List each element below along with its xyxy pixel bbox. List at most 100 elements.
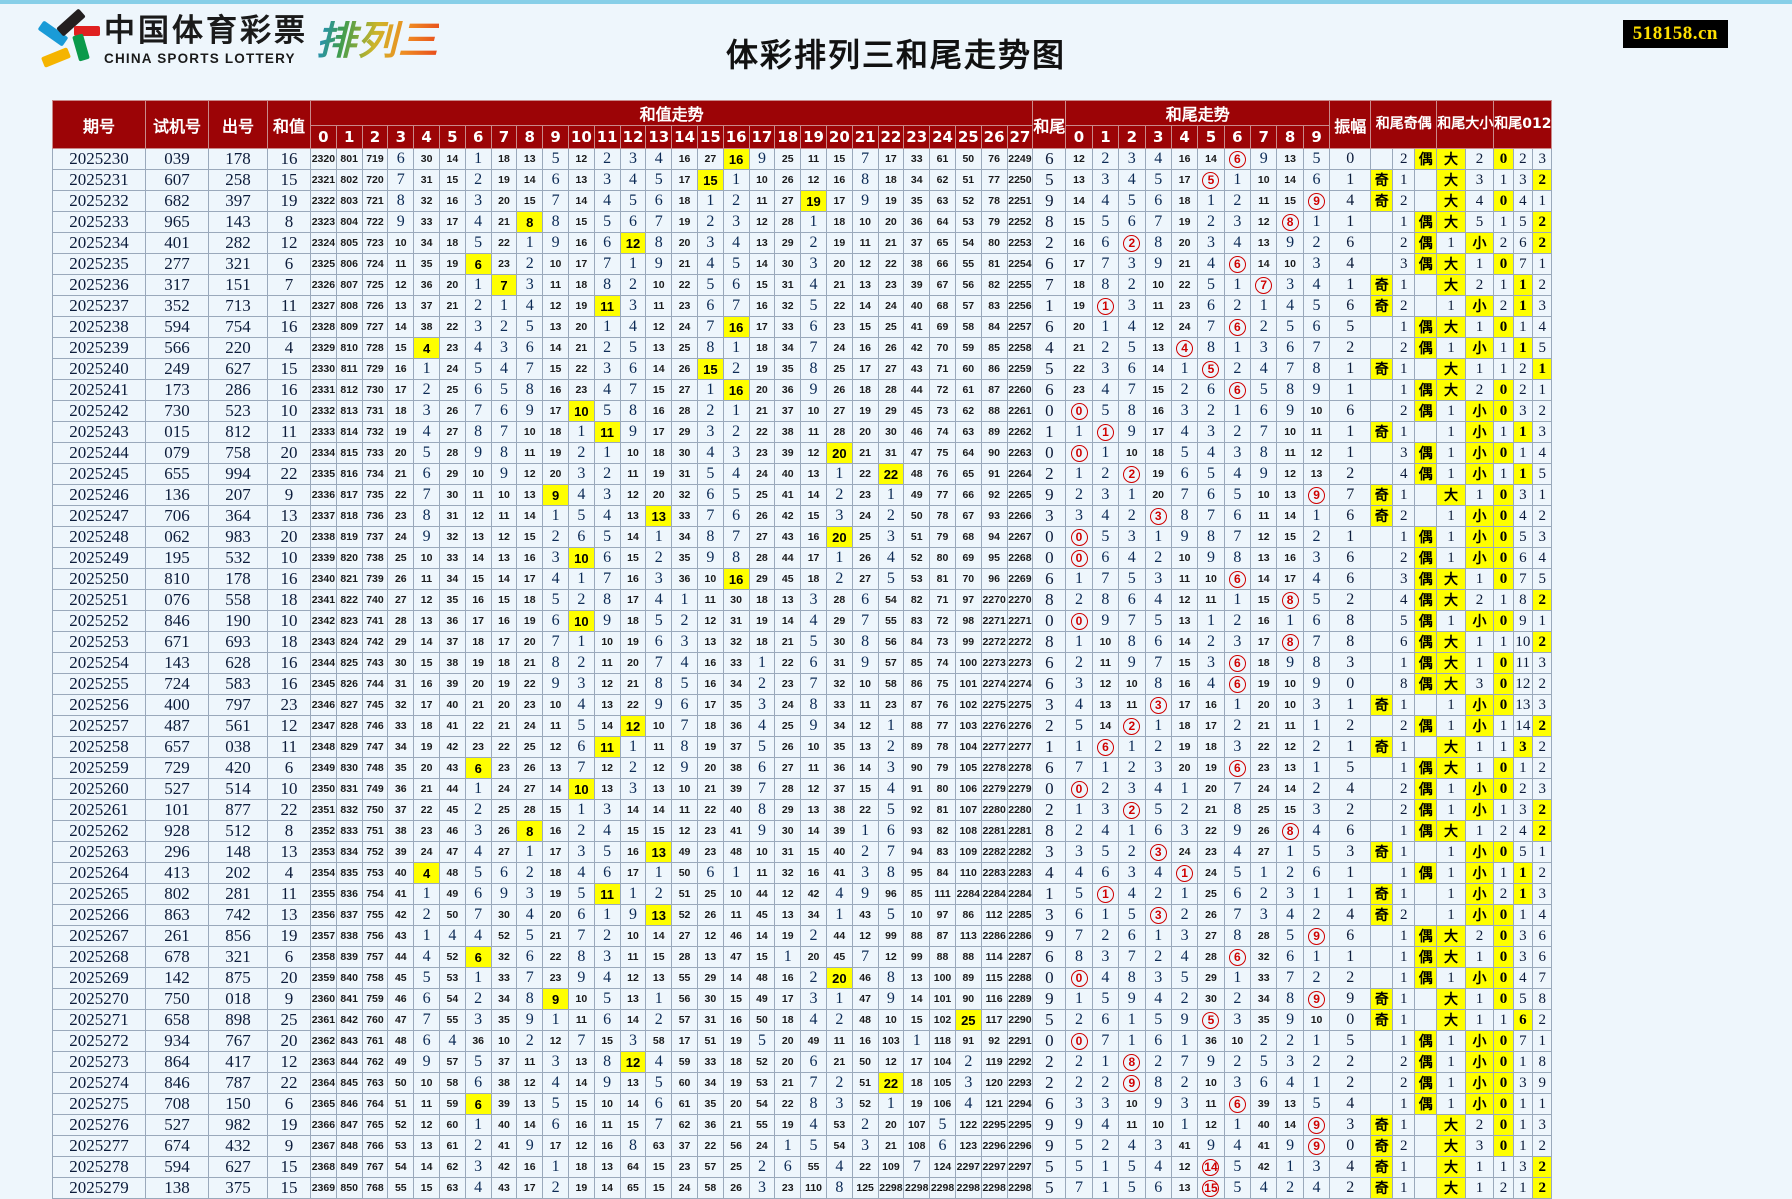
cell-tail-012: 1	[1532, 190, 1553, 212]
col-tail-big-small: 和尾大小	[1436, 100, 1495, 149]
table-row[interactable]: 2025271 658 898 25 2361 842 760 47 7 55 3 35 9 1 11 6 14…	[52, 1009, 1553, 1031]
cell-draw-number: 220	[208, 337, 268, 359]
table-row[interactable]: 2025270 750 018 9 2360 841 759 46 6 54 2 34 8 9 10 5 13 1…	[52, 988, 1553, 1010]
cell-test-number: 934	[145, 1030, 209, 1052]
tail-trend-miss: 1	[1091, 1177, 1120, 1199]
table-row[interactable]: 2025240 249 627 15 2330 811 729 16 1 24 5 4 7 15 22 3 6 1…	[52, 358, 1553, 380]
cell-tail-012: 0	[1493, 253, 1514, 275]
tail-trend-miss: 2	[1144, 946, 1172, 968]
table-row[interactable]: 2025232 682 397 19 2322 803 721 8 32 16 3 20 15 7 14 4 5…	[52, 190, 1553, 212]
tail-trend-miss: 3	[1091, 169, 1120, 191]
sum-trend-miss: 34	[825, 715, 853, 737]
table-row[interactable]: 2025252 846 190 10 2342 823 741 28 13 36 17 16 19 6 10…	[52, 610, 1553, 632]
sum-trend-miss: 13	[619, 988, 647, 1010]
tail-trend-miss: 6	[1065, 904, 1093, 926]
table-row[interactable]: 2025245 655 994 22 2335 816 734 21 6 29 10 9 12 20 3 2 1…	[52, 463, 1553, 485]
table-row[interactable]: 2025255 724 583 16 2345 826 744 31 16 39 20 19 22 9 3 1…	[52, 673, 1553, 695]
table-row[interactable]: 2025260 527 514 10 2350 831 749 36 21 44 1 24 27 14 10…	[52, 778, 1553, 800]
tail-trend-miss: 9	[1276, 1009, 1304, 1031]
table-row[interactable]: 2025254 143 628 16 2344 825 743 30 15 38 19 18 21 8 2 1…	[52, 652, 1553, 674]
table-row[interactable]: 2025266 863 742 13 2356 837 755 42 2 50 7 30 4 20 6 1 9 1…	[52, 904, 1553, 926]
table-row[interactable]: 2025249 195 532 10 2339 820 738 25 10 33 14 13 16 3 10…	[52, 547, 1553, 569]
table-row[interactable]: 2025250 810 178 16 2340 821 739 26 11 34 15 14 17 4 1 7…	[52, 568, 1553, 590]
tail-trend-miss: 8	[1065, 946, 1093, 968]
cell-tail-odd-even: 奇	[1370, 988, 1394, 1010]
tail-trend-miss: 4	[1065, 694, 1093, 716]
sum-trend-miss: 54	[954, 232, 982, 254]
table-row[interactable]: 2025258 657 038 11 2348 829 747 34 19 42 23 22 25 12 6…	[52, 736, 1553, 758]
sum-trend-miss: 6	[542, 169, 569, 191]
table-row[interactable]: 2025234 401 282 12 2324 805 723 10 34 18 5 22 1 9 16 6 1…	[52, 232, 1553, 254]
table-row[interactable]: 2025235 277 321 6 2325 806 724 11 35 19 6 23 2 10 17 7 1…	[52, 253, 1553, 275]
sum-trend-miss: 8	[645, 673, 673, 695]
table-row[interactable]: 2025230 039 178 16 2320 801 719 6 30 14 1 18 13 5 12 2 3…	[52, 148, 1553, 170]
table-row[interactable]: 2025257 487 561 12 2347 828 746 33 18 41 22 21 24 11 5…	[52, 715, 1553, 737]
table-row[interactable]: 2025265 802 281 11 2355 836 754 41 1 49 6 9 3 19 5 11 1 2…	[52, 883, 1553, 905]
table-row[interactable]: 2025241 173 286 16 2331 812 730 17 2 25 6 5 8 16 23 4 7 1…	[52, 379, 1553, 401]
cell-draw-number: 856	[208, 925, 268, 947]
tail-trend-miss: 8	[1223, 547, 1252, 569]
sum-trend-miss: 21	[490, 211, 518, 233]
cell-tail-012: 9	[1532, 1072, 1553, 1094]
cell-issue: 2025242	[52, 400, 146, 422]
cell-issue: 2025250	[52, 568, 146, 590]
table-row[interactable]: 2025242 730 523 10 2332 813 731 18 3 26 7 6 9 17 10 5 8 1…	[52, 400, 1553, 422]
table-row[interactable]: 2025247 706 364 13 2337 818 736 23 8 31 12 11 14 1 5 4 1…	[52, 505, 1553, 527]
table-row[interactable]: 2025244 079 758 20 2334 815 733 20 5 28 9 8 11 19 2 1 10…	[52, 442, 1553, 464]
sum-trend-miss: 22	[387, 484, 415, 506]
cell-tail-big-small: 小	[1464, 799, 1495, 821]
cell-sum: 11	[267, 421, 311, 443]
table-row[interactable]: 2025246 136 207 9 2336 817 735 22 7 30 11 10 13 9 4 3 12…	[52, 484, 1553, 506]
tail-trend-miss: 5	[1091, 988, 1120, 1010]
cell-tail-012: 2	[1532, 631, 1553, 653]
tail-trend-miss: 10	[1118, 673, 1146, 695]
table-row[interactable]: 2025273 864 417 12 2363 844 762 49 9 57 5 37 11 3 13 8 1…	[52, 1051, 1553, 1073]
table-row[interactable]: 2025243 015 812 11 2333 814 732 19 4 27 8 7 10 18 1 11 9…	[52, 421, 1553, 443]
table-row[interactable]: 2025269 142 875 20 2359 840 758 45 5 53 1 33 7 23 9 4 12…	[52, 967, 1553, 989]
cell-issue: 2025273	[52, 1051, 146, 1073]
cell-tail-012: 4	[1512, 190, 1534, 212]
table-row[interactable]: 2025274 846 787 22 2364 845 763 50 10 58 6 38 12 4 14 9…	[52, 1072, 1553, 1094]
table-row[interactable]: 2025239 566 220 4 2329 810 728 15 4 23 4 3 6 14 21 2 5 13…	[52, 337, 1553, 359]
cell-sum: 10	[267, 778, 311, 800]
table-row[interactable]: 2025262 928 512 8 2352 833 751 38 23 46 3 26 8 16 2 4 15…	[52, 820, 1553, 842]
table-row[interactable]: 2025267 261 856 19 2357 838 756 43 1 4 4 52 5 21 7 2 10 1…	[52, 925, 1553, 947]
table-row[interactable]: 2025231 607 258 15 2321 802 720 7 31 15 2 19 14 6 13 3 4…	[52, 169, 1553, 191]
cell-tail-big-small: 小	[1464, 1051, 1495, 1073]
table-row[interactable]: 2025268 678 321 6 2358 839 757 44 4 52 6 32 6 22 8 3 11 1…	[52, 946, 1553, 968]
table-row[interactable]: 2025277 674 432 9 2367 848 766 53 13 61 2 41 9 17 12 16…	[52, 1135, 1553, 1157]
sum-trend-miss: 102	[954, 694, 982, 716]
table-row[interactable]: 2025236 317 151 7 2326 807 725 12 36 20 1 7 3 11 18 8 2 1…	[52, 274, 1553, 296]
table-row[interactable]: 2025263 296 148 13 2353 834 752 39 24 47 4 27 1 17 3 5 1…	[52, 841, 1553, 863]
tail-col-9: 9	[1302, 125, 1331, 149]
sum-trend-miss: 103	[877, 1030, 905, 1052]
sum-col-11: 11	[593, 125, 621, 149]
cell-sum: 16	[267, 316, 311, 338]
cell-sum: 10	[267, 610, 311, 632]
table-row[interactable]: 2025275 708 150 6 2365 846 764 51 11 59 6 39 13 5 15 10…	[52, 1093, 1553, 1115]
sum-trend-miss: 54	[825, 1135, 853, 1157]
table-row[interactable]: 2025278 594 627 15 2368 849 767 54 14 62 3 42 16 1 18 1…	[52, 1156, 1553, 1178]
table-row[interactable]: 2025264 413 202 4 2354 835 753 40 4 48 5 6 2 18 4 6 17 1 5…	[52, 862, 1553, 884]
table-row[interactable]: 2025251 076 558 18 2341 822 740 27 12 35 16 15 18 5 2 8…	[52, 589, 1553, 611]
table-row[interactable]: 2025256 400 797 23 2346 827 745 32 17 40 21 20 23 10 4…	[52, 694, 1553, 716]
sum-trend-miss: 827	[335, 694, 363, 716]
table-row[interactable]: 2025279 138 375 15 2369 850 768 55 15 63 4 43 17 2 19 1…	[52, 1177, 1553, 1199]
sum-trend-miss: 2	[464, 799, 492, 821]
table-row[interactable]: 2025248 062 983 20 2338 819 737 24 9 32 13 12 15 2 6 5 1…	[52, 526, 1553, 548]
sum-trend-miss: 8	[593, 1051, 621, 1073]
table-row[interactable]: 2025237 352 713 11 2327 808 726 13 37 21 2 1 4 12 19 11…	[52, 295, 1553, 317]
table-row[interactable]: 2025253 671 693 18 2343 824 742 29 14 37 18 17 20 7 1 1…	[52, 631, 1553, 653]
sum-trend-miss: 14	[542, 778, 569, 800]
tail-trend-miss: 3	[1302, 547, 1331, 569]
table-row[interactable]: 2025261 101 877 22 2351 832 750 37 22 45 2 25 28 15 1 3…	[52, 799, 1553, 821]
table-row[interactable]: 2025276 527 982 19 2366 847 765 52 12 60 1 40 14 6 16 1…	[52, 1114, 1553, 1136]
table-row[interactable]: 2025259 729 420 6 2349 830 748 35 20 43 6 23 26 13 7 12…	[52, 757, 1553, 779]
cell-tail-012: 0	[1493, 610, 1514, 632]
table-row[interactable]: 2025238 594 754 16 2328 809 727 14 38 22 3 2 5 13 20 1 4…	[52, 316, 1553, 338]
cell-sum-tail: 0	[1032, 1030, 1067, 1052]
sum-trend-miss: 35	[671, 547, 698, 569]
table-row[interactable]: 2025233 965 143 8 2323 804 722 9 33 17 4 21 8 8 15 5 6 7 1…	[52, 211, 1553, 233]
cell-tail-odd-even: 1	[1392, 862, 1416, 884]
table-row[interactable]: 2025272 934 767 20 2362 843 761 48 6 4 36 10 2 12 7 15 3…	[52, 1030, 1553, 1052]
